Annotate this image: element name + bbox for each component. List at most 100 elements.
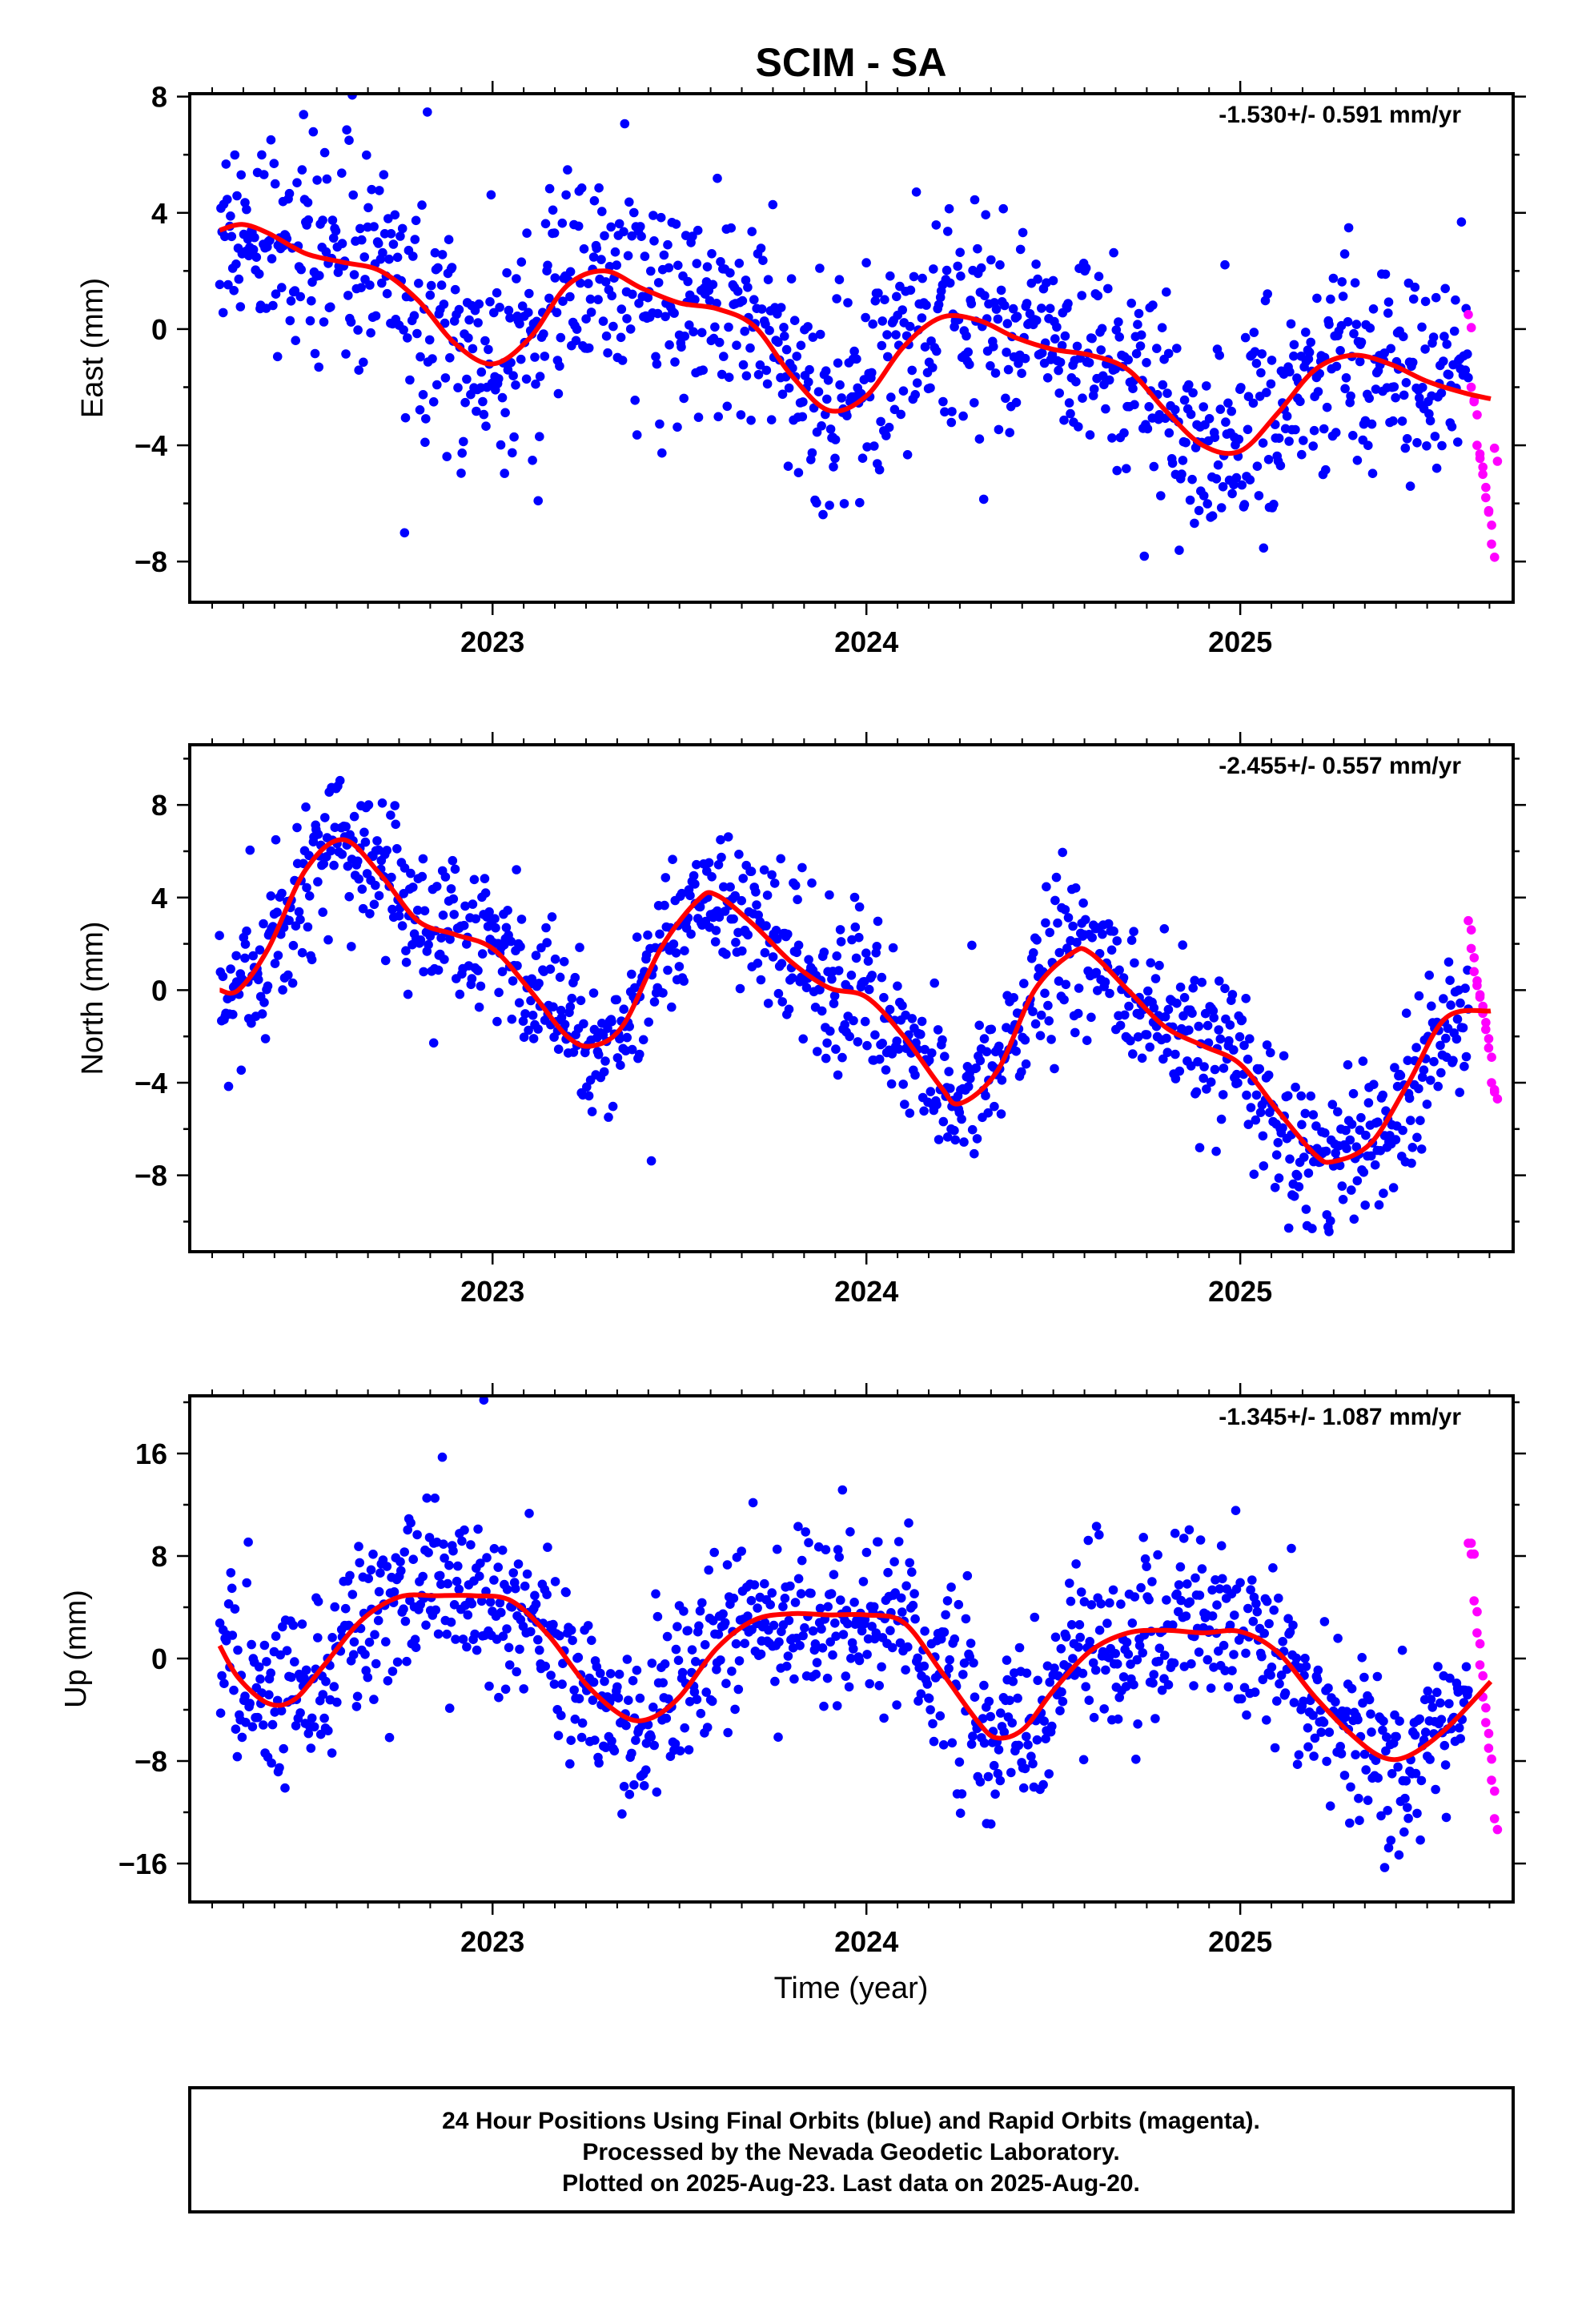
north-final-point xyxy=(643,930,652,940)
east-final-point xyxy=(889,404,900,415)
up-final-point xyxy=(913,1696,923,1706)
north-final-point xyxy=(1175,982,1186,992)
north-final-point xyxy=(440,955,449,964)
north-final-point xyxy=(1414,991,1424,1001)
up-plot-frame xyxy=(188,1394,1515,1904)
up-final-point xyxy=(683,1626,693,1635)
east-final-point xyxy=(652,308,663,319)
up-final-point xyxy=(797,1555,807,1566)
east-final-point xyxy=(428,354,437,364)
north-final-point xyxy=(1100,977,1110,987)
north-final-point xyxy=(369,899,379,910)
up-final-point xyxy=(1140,1554,1150,1564)
up-final-point xyxy=(1373,1773,1383,1783)
up-final-point xyxy=(651,1589,661,1599)
east-final-point xyxy=(382,288,392,299)
up-final-point xyxy=(515,1644,524,1655)
east-final-point xyxy=(798,397,808,407)
north-final-point xyxy=(1030,1019,1041,1029)
east-final-point xyxy=(421,414,431,424)
north-final-point xyxy=(1412,1132,1422,1143)
up-final-point xyxy=(941,1610,950,1620)
up-final-point xyxy=(994,1745,1004,1755)
up-y-axis-label: Up (mm) xyxy=(59,1590,93,1708)
up-final-point xyxy=(489,1544,500,1554)
up-final-point xyxy=(363,1574,374,1583)
up-final-point xyxy=(1134,1641,1145,1651)
east-final-point xyxy=(428,397,439,407)
east-final-point xyxy=(533,496,543,506)
east-final-point xyxy=(1401,378,1411,388)
north-final-point xyxy=(864,984,874,995)
east-final-point xyxy=(415,405,425,415)
east-final-point xyxy=(521,374,532,384)
north-final-point xyxy=(1263,1070,1274,1080)
north-final-point xyxy=(661,873,671,883)
north-final-point xyxy=(302,883,311,893)
north-final-point xyxy=(971,1063,981,1073)
east-final-point xyxy=(344,135,354,145)
up-final-point xyxy=(1351,1750,1360,1759)
up-final-point xyxy=(1170,1528,1180,1538)
up-final-point xyxy=(418,1571,428,1582)
east-final-point xyxy=(1405,481,1415,491)
east-final-point xyxy=(1220,259,1230,270)
east-final-point xyxy=(1337,277,1347,287)
north-final-point xyxy=(627,969,636,979)
north-final-point xyxy=(704,858,714,868)
north-final-point xyxy=(737,946,747,956)
north-final-point xyxy=(1435,1040,1445,1051)
north-final-point xyxy=(603,1023,612,1033)
up-rapid-point xyxy=(1490,1786,1500,1796)
east-final-point xyxy=(724,372,734,383)
east-final-point xyxy=(1015,244,1026,255)
north-final-point xyxy=(480,888,491,898)
north-final-point xyxy=(1242,1090,1251,1100)
east-final-point xyxy=(1250,347,1260,357)
up-final-point xyxy=(576,1732,587,1743)
up-final-point xyxy=(476,1558,485,1568)
north-final-point xyxy=(713,860,724,870)
north-final-point xyxy=(667,1002,677,1012)
east-final-point xyxy=(269,159,279,168)
east-rapid-point xyxy=(1478,469,1488,480)
east-final-point xyxy=(825,424,836,434)
east-final-point xyxy=(1355,356,1365,367)
east-final-point xyxy=(1101,404,1110,414)
north-final-point xyxy=(829,991,840,1001)
east-final-point xyxy=(1254,491,1264,501)
east-final-point xyxy=(600,231,609,241)
east-final-point xyxy=(1285,367,1295,377)
east-final-point xyxy=(1418,383,1427,392)
up-final-point xyxy=(1251,1598,1261,1609)
north-final-point xyxy=(531,951,541,960)
north-final-point xyxy=(877,972,887,983)
north-final-point xyxy=(273,951,283,960)
up-final-point xyxy=(1014,1642,1025,1653)
north-final-point xyxy=(541,923,551,933)
up-final-point xyxy=(661,1713,672,1723)
east-final-point xyxy=(1365,323,1375,333)
up-final-point xyxy=(684,1745,694,1755)
east-final-point xyxy=(815,263,825,273)
east-final-point xyxy=(1136,330,1146,340)
north-final-point xyxy=(862,1040,872,1051)
east-final-point xyxy=(1133,320,1142,330)
east-final-point xyxy=(318,215,327,225)
north-final-point xyxy=(752,900,761,910)
up-final-point xyxy=(908,1600,918,1610)
north-final-point xyxy=(877,1039,887,1048)
north-final-point xyxy=(1258,1131,1268,1141)
up-final-point xyxy=(867,1622,877,1631)
east-final-point xyxy=(651,352,661,362)
up-final-point xyxy=(1339,1771,1350,1780)
up-final-point xyxy=(297,1619,307,1629)
up-final-point xyxy=(1147,1577,1157,1586)
east-final-point xyxy=(702,262,713,272)
east-rapid-point xyxy=(1481,482,1491,493)
north-y-axis-label: North (mm) xyxy=(76,921,110,1075)
east-final-point xyxy=(363,203,373,213)
north-final-point xyxy=(840,1019,849,1030)
north-final-point xyxy=(341,822,351,831)
up-final-point xyxy=(727,1667,737,1676)
